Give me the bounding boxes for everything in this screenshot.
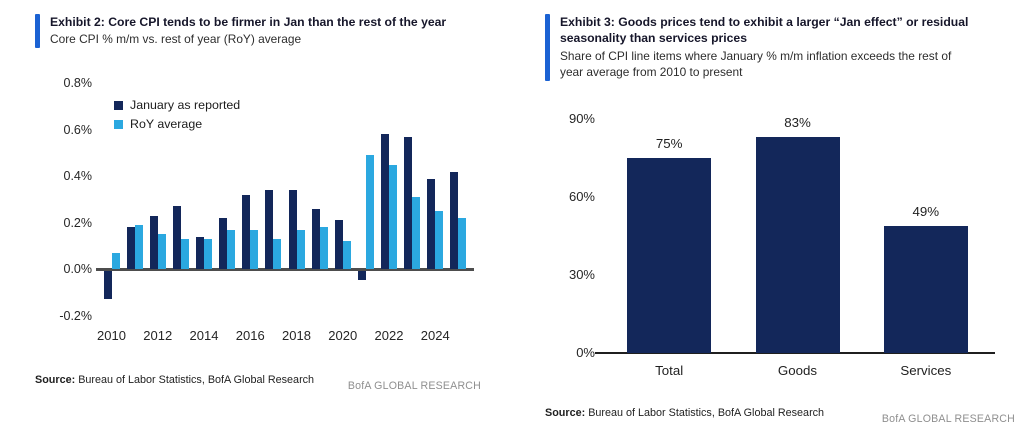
exhibit-3-subtitle-line-1: Share of CPI line items where January % … <box>560 49 952 64</box>
bar-roy-2012 <box>157 234 166 270</box>
y-axis-tick-label: -0.2% <box>59 309 92 323</box>
bar-january-2017 <box>265 190 274 270</box>
x-axis-category-label-total: Total <box>655 363 684 378</box>
x-axis-baseline <box>96 267 474 271</box>
exhibit-2-header: Exhibit 2: Core CPI tends to be firmer i… <box>35 14 487 48</box>
bar-total <box>627 158 712 353</box>
legend-item-roy: RoY average <box>114 117 240 131</box>
x-axis-tick-label: 2018 <box>282 328 311 343</box>
bar-january-2010 <box>103 270 112 299</box>
bar-january-2021 <box>357 270 366 281</box>
bar-roy-2010 <box>111 253 120 270</box>
exhibit-2-plot: 0.8% 0.6% 0.4% 0.2% 0.0% -0.2% 2010 2012 2014 201… <box>59 76 474 343</box>
x-axis-category-label-goods: Goods <box>777 363 818 378</box>
bar-january-2019 <box>311 208 320 270</box>
bar-roy-2017 <box>273 239 282 270</box>
bofa-brand-line: BofA GLOBAL RESEARCH <box>881 413 1015 425</box>
exhibit-3-titles: Exhibit 3: Goods prices tend to exhibit … <box>560 14 968 81</box>
bar-roy-2021 <box>365 155 374 270</box>
source-text: Bureau of Labor Statistics, BofA Global … <box>78 373 315 386</box>
title-accent-bar <box>35 14 40 48</box>
x-axis-tick-label: 2014 <box>189 328 219 343</box>
bar-january-2022 <box>381 134 389 270</box>
y-axis-tick-label: 0% <box>576 345 595 360</box>
legend-label: RoY average <box>130 117 203 131</box>
y-axis-tick-label: 60% <box>568 189 595 204</box>
source-label: Source: <box>545 406 586 419</box>
exhibit-2-panel: Exhibit 2: Core CPI tends to be firmer i… <box>35 14 487 426</box>
legend-label: January as reported <box>130 98 241 112</box>
bar-roy-2014 <box>204 239 212 270</box>
bar-january-2018 <box>288 190 297 270</box>
bar-roy-2018 <box>296 229 305 270</box>
bar-goods <box>755 137 840 353</box>
bar-january-2015 <box>219 218 228 270</box>
bar-january-2020 <box>334 220 343 270</box>
x-axis-tick-label: 2012 <box>143 328 173 343</box>
x-axis-tick-label: 2020 <box>328 328 358 343</box>
x-axis-category-label-services: Services <box>900 363 952 378</box>
x-axis-tick-label: 2024 <box>420 328 450 343</box>
exhibit-2-title: Exhibit 2: Core CPI tends to be firmer i… <box>50 15 447 29</box>
bar-roy-2020 <box>342 241 351 270</box>
x-axis-tick-label: 2010 <box>97 328 126 343</box>
bar-january-2025 <box>450 171 459 270</box>
exhibit-3-title-line-2: seasonality than services prices <box>560 31 747 46</box>
y-axis-tick-label: 0.6% <box>63 122 93 137</box>
bar-services <box>883 225 968 353</box>
roy-swatch-icon <box>114 119 123 129</box>
bar-roy-2025 <box>458 218 467 270</box>
bar-roy-2015 <box>227 229 236 270</box>
exhibit-2-subtitle: Core CPI % m/m vs. rest of year (RoY) av… <box>50 32 302 47</box>
exhibit-2-titles: Exhibit 2: Core CPI tends to be firmer i… <box>50 14 446 48</box>
x-axis-tick-label: 2016 <box>235 328 265 343</box>
exhibit-3-title-line-1: Exhibit 3: Goods prices tend to exhibit … <box>560 15 969 29</box>
legend-item-january: January as reported <box>114 98 240 112</box>
y-axis-tick-label: 90% <box>568 111 595 126</box>
y-axis-tick-label: 0.4% <box>63 169 93 184</box>
source-text: Bureau of Labor Statistics, BofA Global … <box>588 406 825 419</box>
y-axis-tick-label: 30% <box>568 267 595 282</box>
exhibit-3-source: Source: Bureau of Labor Statistics, BofA… <box>545 407 824 419</box>
bar-january-2023 <box>404 136 413 270</box>
bar-roy-2016 <box>250 229 259 270</box>
bar-roy-2022 <box>389 164 397 270</box>
source-label: Source: <box>35 373 76 386</box>
x-axis-baseline <box>595 352 995 354</box>
exhibit-3-subtitle-line-2: year average from 2010 to present <box>560 64 743 79</box>
y-axis-tick-label: 0.2% <box>63 215 93 230</box>
bar-roy-2013 <box>180 239 189 270</box>
bar-january-2016 <box>242 194 251 270</box>
bar-value-label-total: 75% <box>655 136 683 151</box>
bar-january-2024 <box>427 178 436 270</box>
january-swatch-icon <box>114 100 123 110</box>
exhibit-3-panel: Exhibit 3: Goods prices tend to exhibit … <box>545 14 1015 426</box>
bar-january-2011 <box>126 227 135 270</box>
bar-value-label-services: 49% <box>912 203 940 219</box>
bar-roy-2019 <box>319 227 328 270</box>
bar-january-2014 <box>196 236 204 270</box>
bofa-brand-line: BofA GLOBAL RESEARCH <box>347 380 481 392</box>
bar-roy-2024 <box>435 211 444 270</box>
exhibit-3-plot: 90% 60% 30% 0% 75% Total 83% Goods 49% Services <box>569 111 995 378</box>
x-axis-tick-label: 2022 <box>374 328 404 343</box>
bar-value-label-goods: 83% <box>784 115 811 131</box>
legend: January as reported RoY average <box>114 98 240 136</box>
y-axis-tick-label: 0.0% <box>63 262 93 277</box>
bar-january-2013 <box>172 206 181 270</box>
title-accent-bar <box>545 14 550 81</box>
bar-january-2012 <box>149 215 158 270</box>
bar-roy-2023 <box>412 197 421 270</box>
y-axis-tick-label: 0.8% <box>63 76 93 90</box>
exhibit-2-source: Source: Bureau of Labor Statistics, BofA… <box>35 374 314 386</box>
bar-roy-2011 <box>134 225 143 270</box>
exhibit-3-header: Exhibit 3: Goods prices tend to exhibit … <box>545 14 1015 81</box>
